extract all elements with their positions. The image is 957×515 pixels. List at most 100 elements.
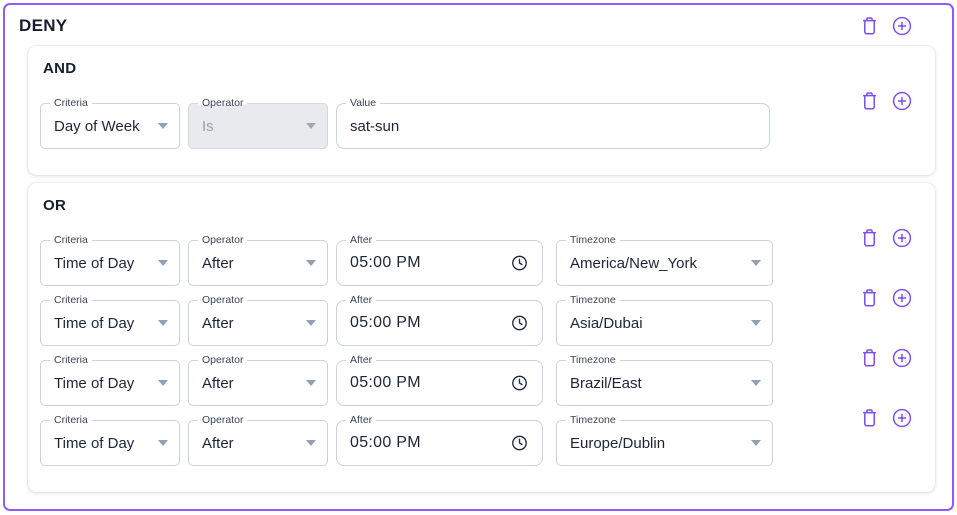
operator-select[interactable]: Operator After	[188, 354, 328, 406]
time-input[interactable]	[350, 314, 498, 332]
criteria-select[interactable]: Criteria Time of Day	[40, 414, 180, 466]
value-label: Value	[346, 97, 381, 110]
chevron-down-icon	[751, 440, 761, 446]
trash-icon	[862, 349, 877, 367]
operator-value: Is	[202, 117, 214, 135]
time-field: After	[336, 354, 543, 406]
criteria-value: Day of Week	[54, 117, 140, 135]
timezone-select[interactable]: Timezone Brazil/East	[556, 354, 773, 406]
and-rule-row: Criteria Day of Week Operator Is Value	[40, 91, 913, 149]
timezone-select[interactable]: Timezone Europe/Dublin	[556, 414, 773, 466]
chevron-down-icon	[158, 380, 168, 386]
add-icon	[892, 16, 912, 36]
operator-select[interactable]: Operator After	[188, 234, 328, 286]
clock-icon	[512, 375, 527, 391]
chevron-down-icon	[751, 320, 761, 326]
delete-condition-button[interactable]	[859, 227, 880, 249]
time-label: After	[346, 234, 377, 247]
or-rule-row: Criteria Time of Day Operator After Afte…	[40, 348, 913, 406]
operator-label: Operator	[198, 234, 248, 247]
add-icon	[892, 288, 912, 308]
delete-condition-button[interactable]	[859, 347, 880, 369]
chevron-down-icon	[158, 123, 168, 129]
operator-value: After	[202, 254, 234, 272]
delete-rule-button[interactable]	[859, 15, 880, 37]
chevron-down-icon	[306, 260, 316, 266]
chevron-down-icon	[306, 320, 316, 326]
add-group-button[interactable]	[891, 15, 913, 37]
timezone-value: America/New_York	[570, 254, 697, 272]
trash-icon	[862, 409, 877, 427]
operator-label: Operator	[198, 97, 248, 110]
operator-label: Operator	[198, 354, 248, 367]
chevron-down-icon	[306, 380, 316, 386]
delete-condition-button[interactable]	[859, 90, 880, 112]
criteria-label: Criteria	[50, 97, 92, 110]
add-condition-button[interactable]	[891, 90, 913, 112]
operator-select-disabled: Operator Is	[188, 97, 328, 149]
chevron-down-icon	[306, 440, 316, 446]
criteria-value: Time of Day	[54, 434, 135, 452]
timezone-label: Timezone	[566, 354, 620, 367]
time-label: After	[346, 294, 377, 307]
value-input[interactable]	[350, 117, 739, 135]
criteria-select[interactable]: Criteria Time of Day	[40, 294, 180, 346]
or-rule-row: Criteria Time of Day Operator After Afte…	[40, 228, 913, 286]
add-condition-button[interactable]	[891, 407, 913, 429]
operator-value: After	[202, 314, 234, 332]
and-row-actions	[859, 90, 913, 112]
or-row-actions	[859, 227, 913, 249]
operator-select[interactable]: Operator After	[188, 294, 328, 346]
time-input[interactable]	[350, 374, 498, 392]
timezone-value: Europe/Dublin	[570, 434, 666, 452]
and-group-title: AND	[43, 60, 77, 77]
time-input[interactable]	[350, 254, 498, 272]
or-group-title: OR	[43, 197, 67, 214]
trash-icon	[862, 229, 877, 247]
timezone-select[interactable]: Timezone America/New_York	[556, 234, 773, 286]
criteria-label: Criteria	[50, 414, 92, 427]
clock-icon	[512, 315, 527, 331]
timezone-select[interactable]: Timezone Asia/Dubai	[556, 294, 773, 346]
panel-title: DENY	[19, 16, 68, 35]
or-row-actions	[859, 287, 913, 309]
add-icon	[892, 348, 912, 368]
criteria-label: Criteria	[50, 234, 92, 247]
chevron-down-icon	[751, 380, 761, 386]
add-condition-button[interactable]	[891, 227, 913, 249]
criteria-select[interactable]: Criteria Time of Day	[40, 234, 180, 286]
and-group-card: AND Criteria Day of Week Operator Is Val…	[28, 46, 935, 175]
time-field: After	[336, 414, 543, 466]
criteria-select[interactable]: Criteria Day of Week	[40, 97, 180, 149]
timezone-value: Brazil/East	[570, 374, 642, 392]
deny-rule-panel: DENY AND Criteria Day of Week Operator I	[3, 3, 954, 511]
chevron-down-icon	[306, 123, 316, 129]
chevron-down-icon	[158, 440, 168, 446]
time-picker-button[interactable]	[510, 254, 529, 273]
value-field: Value	[336, 97, 770, 149]
operator-value: After	[202, 434, 234, 452]
timezone-value: Asia/Dubai	[570, 314, 643, 332]
criteria-value: Time of Day	[54, 314, 135, 332]
add-icon	[892, 408, 912, 428]
or-rows: Criteria Time of Day Operator After Afte…	[40, 228, 913, 466]
chevron-down-icon	[751, 260, 761, 266]
add-condition-button[interactable]	[891, 287, 913, 309]
clock-icon	[512, 255, 527, 271]
time-field: After	[336, 294, 543, 346]
or-rule-row: Criteria Time of Day Operator After Afte…	[40, 288, 913, 346]
timezone-label: Timezone	[566, 234, 620, 247]
time-picker-button[interactable]	[510, 434, 529, 453]
delete-condition-button[interactable]	[859, 407, 880, 429]
operator-select[interactable]: Operator After	[188, 414, 328, 466]
delete-condition-button[interactable]	[859, 287, 880, 309]
time-field: After	[336, 234, 543, 286]
time-input[interactable]	[350, 434, 498, 452]
criteria-select[interactable]: Criteria Time of Day	[40, 354, 180, 406]
criteria-label: Criteria	[50, 294, 92, 307]
time-picker-button[interactable]	[510, 374, 529, 393]
panel-actions	[859, 15, 913, 37]
or-row-actions	[859, 347, 913, 369]
add-condition-button[interactable]	[891, 347, 913, 369]
time-picker-button[interactable]	[510, 314, 529, 333]
